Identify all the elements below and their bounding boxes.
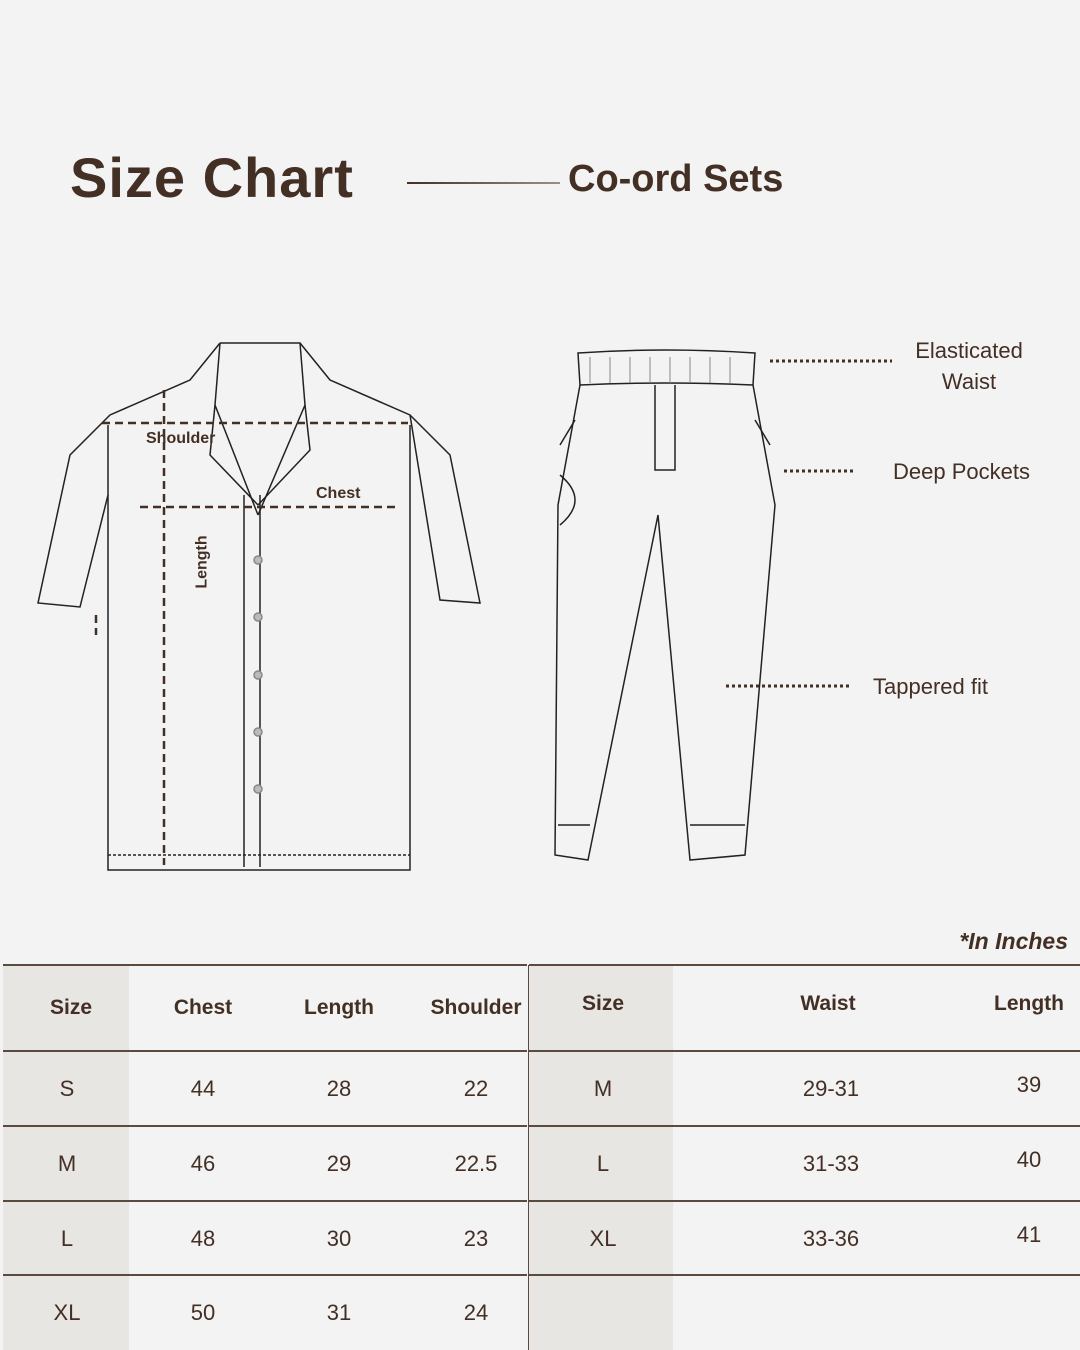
header-chest: Chest	[173, 996, 233, 1019]
page-subtitle: Co-ord Sets	[568, 158, 784, 200]
shirt-cell-size: M	[57, 1150, 77, 1176]
header-shoulder: Shoulder	[430, 996, 522, 1019]
pant-cell-length: 39	[1016, 1071, 1042, 1097]
pant-cell-waist: 29-31	[802, 1075, 860, 1101]
length-label: Length	[193, 535, 211, 589]
waist-label-line1: Elasticated	[915, 338, 1023, 363]
header-length: Length	[304, 996, 374, 1019]
shirt-cell-length: 28	[326, 1075, 352, 1101]
pant-cell-size: L	[596, 1150, 610, 1176]
size-column-shade	[3, 966, 129, 1350]
waist-label-line2: Waist	[941, 369, 997, 394]
shirt-cell-shoulder: 24	[463, 1299, 489, 1325]
header-waist: Waist	[800, 992, 856, 1015]
header-size: Size	[581, 992, 625, 1015]
shirt-cell-chest: 44	[190, 1075, 216, 1101]
elasticated-waist-label: Elasticated Waist	[900, 335, 1038, 397]
title-divider	[407, 182, 560, 184]
pants-illustration	[554, 349, 776, 861]
shirt-cell-chest: 46	[190, 1150, 216, 1176]
pant-cell-waist: 33-36	[802, 1225, 860, 1251]
pant-cell-length: 40	[1016, 1146, 1042, 1172]
shirt-cell-chest: 50	[190, 1299, 216, 1325]
pant-cell-waist: 31-33	[802, 1150, 860, 1176]
header-size: Size	[49, 996, 93, 1019]
units-note: *In Inches	[959, 928, 1068, 954]
shirt-cell-size: XL	[53, 1299, 81, 1325]
pant-cell-size: M	[593, 1075, 613, 1101]
shirt-cell-shoulder: 23	[463, 1225, 489, 1251]
page-title: Size Chart	[70, 146, 354, 209]
deep-pockets-label: Deep Pockets	[893, 459, 1030, 484]
shirt-cell-size: L	[60, 1225, 74, 1251]
pant-cell-size: XL	[589, 1225, 617, 1251]
pants-callout-lines	[726, 359, 892, 688]
shirt-cell-shoulder: 22	[463, 1075, 489, 1101]
pant-cell-length: 41	[1016, 1221, 1042, 1247]
shirt-cell-shoulder: 22.5	[454, 1150, 498, 1176]
shirt-cell-length: 31	[326, 1299, 352, 1325]
shirt-cell-length: 29	[326, 1150, 352, 1176]
header-length: Length	[994, 992, 1064, 1015]
tapered-fit-label: Tappered fit	[873, 674, 988, 699]
shirt-illustration	[37, 342, 481, 871]
size-column-shade	[529, 966, 673, 1350]
shirt-cell-length: 30	[326, 1225, 352, 1251]
shoulder-label: Shoulder	[146, 430, 216, 447]
shirt-cell-chest: 48	[190, 1225, 216, 1251]
chest-label: Chest	[316, 485, 361, 502]
shirt-cell-size: S	[59, 1075, 75, 1101]
